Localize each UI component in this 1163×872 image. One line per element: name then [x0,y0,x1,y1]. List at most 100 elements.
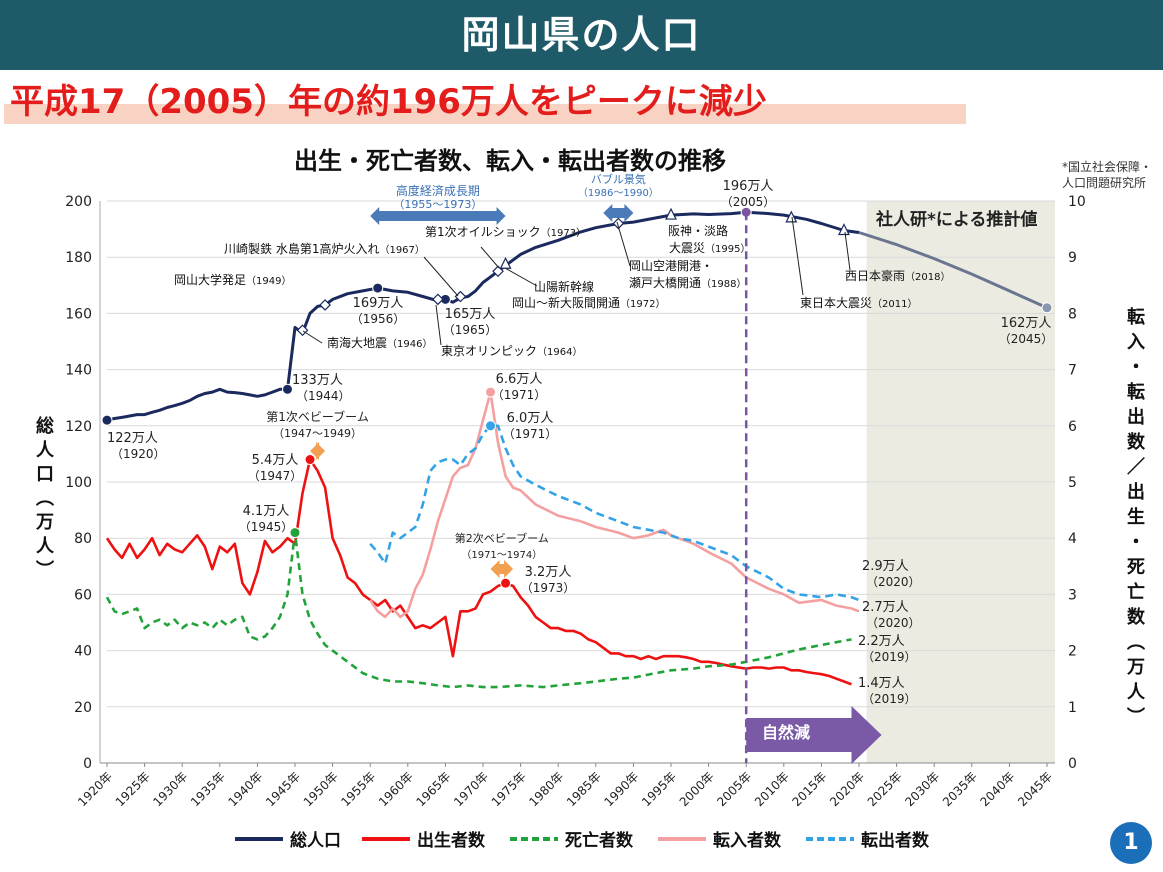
event-leader [616,221,631,267]
band-period: （1955〜1973） [393,198,482,211]
x-tick-label: 1955年 [338,769,378,809]
event-label: 川崎製鉄 水島第1高炉火入れ（1967） [224,241,425,256]
left-tick-label: 180 [65,250,92,266]
x-tick-label: 1920年 [75,769,115,809]
subtitle-highlight [4,104,966,124]
value-annotation: 133万人 [292,373,343,388]
left-tick-label: 200 [65,194,92,210]
band-period: （1947〜1949） [273,427,362,440]
event-label: 南海大地震（1946） [327,335,432,350]
right-axis-label-char: ／ [1127,457,1145,478]
x-tick-label: 1940年 [226,769,266,809]
x-tick-label: 2045年 [1015,769,1055,809]
right-tick-label: 4 [1068,531,1077,547]
key-marker [289,527,301,539]
left-tick-label: 20 [74,700,92,716]
estimate-label: 社人研*による推計値 [875,209,1037,230]
band-label: 第1次ベビーブーム [266,409,369,424]
right-axis-label-char: 亡 [1127,581,1145,603]
right-axis-label-char: 数 [1127,431,1146,453]
value-annotation-year: （1973） [521,581,576,595]
value-annotation-year: （2045） [999,332,1054,346]
natural-decrease-arrow [746,706,882,764]
x-tick-label: 1925年 [113,769,153,809]
legend-label: 出生者数 [417,830,486,851]
event-label: 東京オリンピック（1964） [441,344,582,358]
event-diamond [319,299,331,311]
overlay-group: 高度経済成長期（1955〜1973） バブル景気（1986〜1990） 第1次ベビー… [107,172,1053,764]
right-axis-label-char: 生 [1127,506,1145,528]
value-annotation: 1.4万人 [858,676,905,691]
event-triangle [837,223,850,236]
right-tick-label: 7 [1068,363,1077,379]
left-tick-label: 0 [83,756,92,772]
band-arrow [603,204,634,222]
right-tick-label: 9 [1068,250,1077,266]
natural-decrease-label: 自然減 [762,723,810,742]
left-tick-label: 60 [74,587,92,603]
series-line [106,210,860,422]
right-axis-label-char: 入 [1127,332,1145,353]
event-triangle [785,210,798,223]
x-tick-label: 1970年 [451,769,491,809]
band-arrow [370,207,506,225]
value-annotation-year: （1945） [239,520,294,534]
band-label: 第2次ベビーブーム [455,531,549,545]
value-annotation: 6.6万人 [496,372,543,387]
x-tick-label: 2035年 [940,769,980,809]
value-annotation: 6.0万人 [507,411,554,426]
x-tick-label: 2005年 [714,769,754,809]
band-label: 高度経済成長期 [396,183,480,198]
right-tick-label: 5 [1068,475,1077,491]
key-marker [372,282,384,294]
x-tick-label: 2015年 [790,769,830,809]
event-label: 東日本大震災（2011） [800,296,917,310]
value-annotation: 169万人 [353,296,404,311]
right-axis-label-char: 出 [1127,481,1145,503]
x-tick-label: 1990年 [602,769,642,809]
event-label: 岡山〜新大阪間開通（1972） [512,295,665,310]
series-line [369,424,860,602]
x-tick-label: 1960年 [376,769,416,809]
event-label: 岡山空港開港・ [629,259,713,273]
left-axis-label: 総人口︵万人︶ [35,415,55,581]
band-period: （1986〜1990） [578,187,659,199]
right-tick-label: 0 [1068,756,1077,772]
marker-group [101,206,1053,589]
series-line [105,531,852,689]
event-leader [435,304,442,346]
x-tick-label: 1945年 [263,769,303,809]
event-label: 西日本豪雨（2018） [845,268,950,283]
legend-label: 転入者数 [713,830,782,851]
value-annotation: 2.9万人 [862,559,909,574]
x-tick-label: 2030年 [902,769,942,809]
left-tick-label: 80 [74,531,92,547]
x-tick-label: 1975年 [489,769,529,809]
legend-label: 転出者数 [861,830,930,851]
series-line [105,458,852,686]
legend-label: 死亡者数 [565,830,634,851]
band-label: バブル景気 [591,172,646,186]
event-diamond [612,217,625,230]
left-tick-label: 120 [65,419,92,435]
left-tick-label: 100 [65,475,92,491]
value-annotation-year: （1971） [492,388,547,402]
event-leader [844,231,851,271]
x-tick-label: 1980年 [526,769,566,809]
right-tick-label: 2 [1068,644,1077,660]
event-leader [480,246,500,269]
legend-label: 総人口 [290,830,341,851]
right-axis-label-char: 数 [1127,606,1146,628]
x-tick-label: 2010年 [752,769,792,809]
left-axis-label-char: ︵ [36,488,54,509]
value-annotation: 2.2万人 [858,634,905,649]
right-axis-label-char: 人 [1127,682,1146,703]
left-axis-label-char: ︶ [36,559,54,581]
value-annotation: 165万人 [445,307,496,322]
key-marker [1041,302,1053,314]
right-tick-label: 3 [1068,587,1077,603]
series-line [858,231,1048,310]
page-number-badge: 1 [1110,822,1152,864]
x-tick-label: 1995年 [639,769,679,809]
value-annotation: 4.1万人 [243,504,290,519]
